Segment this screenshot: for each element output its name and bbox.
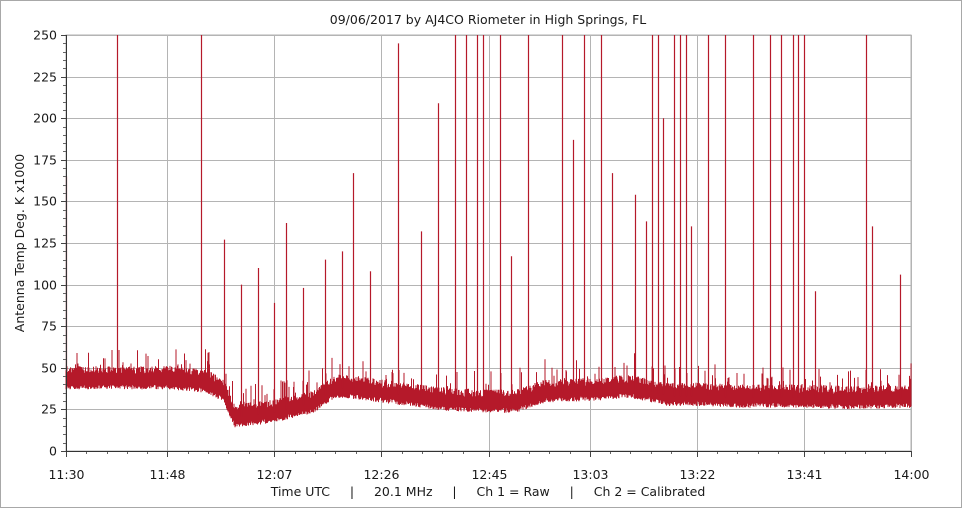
axes: 0 25 50 75 100 125 150 175 200 225 250 11:30 11:48 12…: [33, 28, 929, 483]
x-tick-label: 12:45: [471, 467, 507, 482]
x-tick-label: 12:07: [256, 467, 292, 482]
y-tick-label: 225: [33, 70, 57, 85]
x-tick-label: 12:26: [363, 467, 399, 482]
x-tick-label: 13:03: [572, 467, 608, 482]
y-tick-label: 0: [49, 444, 57, 459]
x-tick-label: 11:30: [48, 467, 84, 482]
y-tick-label: 250: [33, 28, 57, 43]
y-tick-label: 75: [41, 319, 57, 334]
x-tick-label: 11:48: [149, 467, 185, 482]
chart-title: 09/06/2017 by AJ4CO Riometer in High Spr…: [330, 12, 646, 27]
x-axis-label: Time UTC | 20.1 MHz | Ch 1 = Raw | Ch 2 …: [270, 484, 706, 499]
y-tick-label: 125: [33, 236, 57, 251]
x-tick-label: 14:00: [893, 467, 929, 482]
x-tick-label: 13:41: [786, 467, 822, 482]
y-tick-label: 150: [33, 194, 57, 209]
y-tick-label: 175: [33, 153, 57, 168]
x-tick-label: 13:22: [679, 467, 715, 482]
y-axis-label: Antenna Temp Deg. K x1000: [12, 154, 27, 332]
y-tick-label: 100: [33, 278, 57, 293]
y-tick-label: 25: [41, 402, 57, 417]
noise-band: [65, 349, 912, 428]
y-tick-label: 200: [33, 111, 57, 126]
y-tick-label: 50: [41, 361, 57, 376]
